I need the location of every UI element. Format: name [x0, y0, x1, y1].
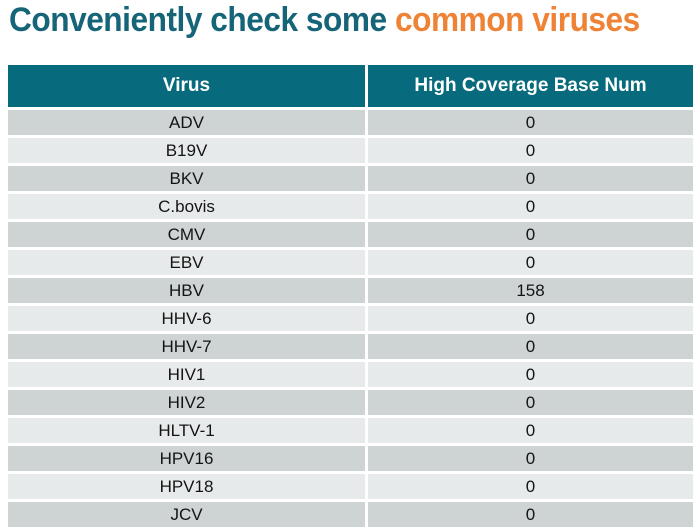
- coverage-value-cell: 158: [368, 278, 693, 303]
- coverage-value-cell: 0: [368, 306, 693, 331]
- table-row: B19V 0: [8, 138, 693, 163]
- table-row: HBV 158: [8, 278, 693, 303]
- virus-coverage-table: Virus High Coverage Base Num ADV 0 B19V 0 BK…: [5, 62, 696, 530]
- coverage-value-cell: 0: [368, 194, 693, 219]
- coverage-value-cell: 0: [368, 390, 693, 415]
- table-row: HHV-6 0: [8, 306, 693, 331]
- coverage-value-cell: 0: [368, 474, 693, 499]
- coverage-value-cell: 0: [368, 222, 693, 247]
- coverage-value-cell: 0: [368, 446, 693, 471]
- coverage-value-cell: 0: [368, 502, 693, 527]
- virus-name-cell: HPV16: [8, 446, 365, 471]
- coverage-value-cell: 0: [368, 362, 693, 387]
- virus-name-cell: HLTV-1: [8, 418, 365, 443]
- table-row: JCV 0: [8, 502, 693, 527]
- table-row: CMV 0: [8, 222, 693, 247]
- virus-name-cell: B19V: [8, 138, 365, 163]
- coverage-value-cell: 0: [368, 334, 693, 359]
- virus-name-cell: HBV: [8, 278, 365, 303]
- virus-name-cell: ADV: [8, 110, 365, 135]
- page-title: Conveniently check some common viruses: [9, 1, 640, 40]
- table-row: HHV-7 0: [8, 334, 693, 359]
- table-row: BKV 0: [8, 166, 693, 191]
- table-header-row: Virus High Coverage Base Num: [8, 65, 693, 107]
- coverage-value-cell: 0: [368, 418, 693, 443]
- virus-name-cell: HIV2: [8, 390, 365, 415]
- virus-name-cell: C.bovis: [8, 194, 365, 219]
- table-row: HIV1 0: [8, 362, 693, 387]
- table-row: HIV2 0: [8, 390, 693, 415]
- virus-name-cell: CMV: [8, 222, 365, 247]
- coverage-value-cell: 0: [368, 250, 693, 275]
- virus-name-cell: HHV-6: [8, 306, 365, 331]
- virus-name-cell: HIV1: [8, 362, 365, 387]
- table-body: ADV 0 B19V 0 BKV 0 C.bovis 0 CMV 0 EBV 0 HBV 158 HHV-6…: [8, 110, 693, 527]
- table-row: ADV 0: [8, 110, 693, 135]
- virus-name-cell: EBV: [8, 250, 365, 275]
- table-row: HPV18 0: [8, 474, 693, 499]
- table-row: C.bovis 0: [8, 194, 693, 219]
- coverage-value-cell: 0: [368, 110, 693, 135]
- virus-name-cell: HPV18: [8, 474, 365, 499]
- table-row: EBV 0: [8, 250, 693, 275]
- table-row: HPV16 0: [8, 446, 693, 471]
- coverage-value-cell: 0: [368, 138, 693, 163]
- coverage-value-cell: 0: [368, 166, 693, 191]
- title-main-text: Conveniently check some: [9, 1, 395, 39]
- table-row: HLTV-1 0: [8, 418, 693, 443]
- title-highlight-text: common viruses: [394, 1, 640, 39]
- column-header-coverage: High Coverage Base Num: [368, 65, 693, 107]
- virus-name-cell: JCV: [8, 502, 365, 527]
- virus-name-cell: BKV: [8, 166, 365, 191]
- column-header-virus: Virus: [8, 65, 365, 107]
- virus-name-cell: HHV-7: [8, 334, 365, 359]
